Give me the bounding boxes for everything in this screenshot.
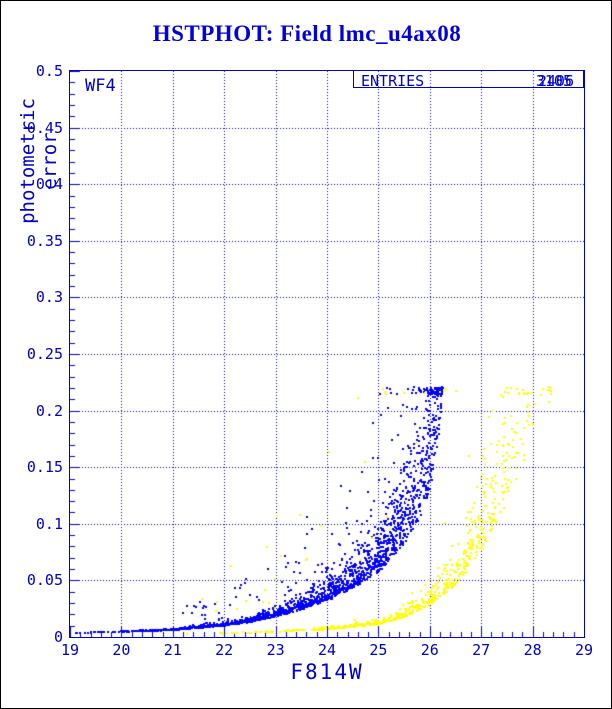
y-tick-label: 0 bbox=[53, 628, 63, 646]
x-tick-label: 24 bbox=[317, 641, 337, 659]
y-tick-label: 0.35 bbox=[26, 231, 63, 250]
x-tick-label: 22 bbox=[215, 641, 234, 659]
x-tick-label: 25 bbox=[369, 641, 388, 659]
y-tick-label: 0.2 bbox=[35, 401, 63, 420]
x-tick-label: 21 bbox=[163, 641, 182, 659]
x-tick-label: 29 bbox=[574, 641, 594, 659]
y-tick-label: 0.25 bbox=[26, 345, 63, 363]
y-axis-label: photometric error bbox=[17, 98, 61, 224]
y-tick-label: 0.15 bbox=[26, 458, 63, 477]
entries-value-overprint-1: 2406 bbox=[537, 72, 574, 90]
x-tick-label: 26 bbox=[420, 641, 439, 659]
y-tick-label: 0.1 bbox=[35, 514, 63, 533]
y-tick-label: 0.45 bbox=[26, 118, 63, 137]
entries-value-overprint-2: 3105 bbox=[535, 72, 572, 90]
chip-label: WF4 bbox=[85, 76, 116, 96]
plot-frame: WF4 ENTRIES 2406 3105 bbox=[69, 70, 585, 638]
scatter-canvas bbox=[70, 71, 584, 637]
y-tick-label: 0.5 bbox=[35, 62, 63, 80]
x-tick-label: 20 bbox=[112, 641, 131, 659]
x-tick-label: 23 bbox=[266, 641, 285, 659]
plot-title: HSTPHOT: Field lmc_u4ax08 bbox=[152, 21, 462, 46]
y-tick-label: 0.3 bbox=[35, 288, 63, 307]
x-tick-label: 28 bbox=[523, 641, 542, 659]
x-tick-label: 27 bbox=[472, 641, 491, 659]
entries-legend-box: ENTRIES 2406 3105 bbox=[353, 70, 584, 90]
y-tick-label: 0.4 bbox=[35, 175, 63, 194]
y-tick-label: 0.05 bbox=[26, 571, 63, 590]
x-tick-label: 19 bbox=[60, 641, 80, 659]
x-axis-label: F814W bbox=[290, 660, 364, 684]
entries-label: ENTRIES bbox=[361, 72, 425, 90]
